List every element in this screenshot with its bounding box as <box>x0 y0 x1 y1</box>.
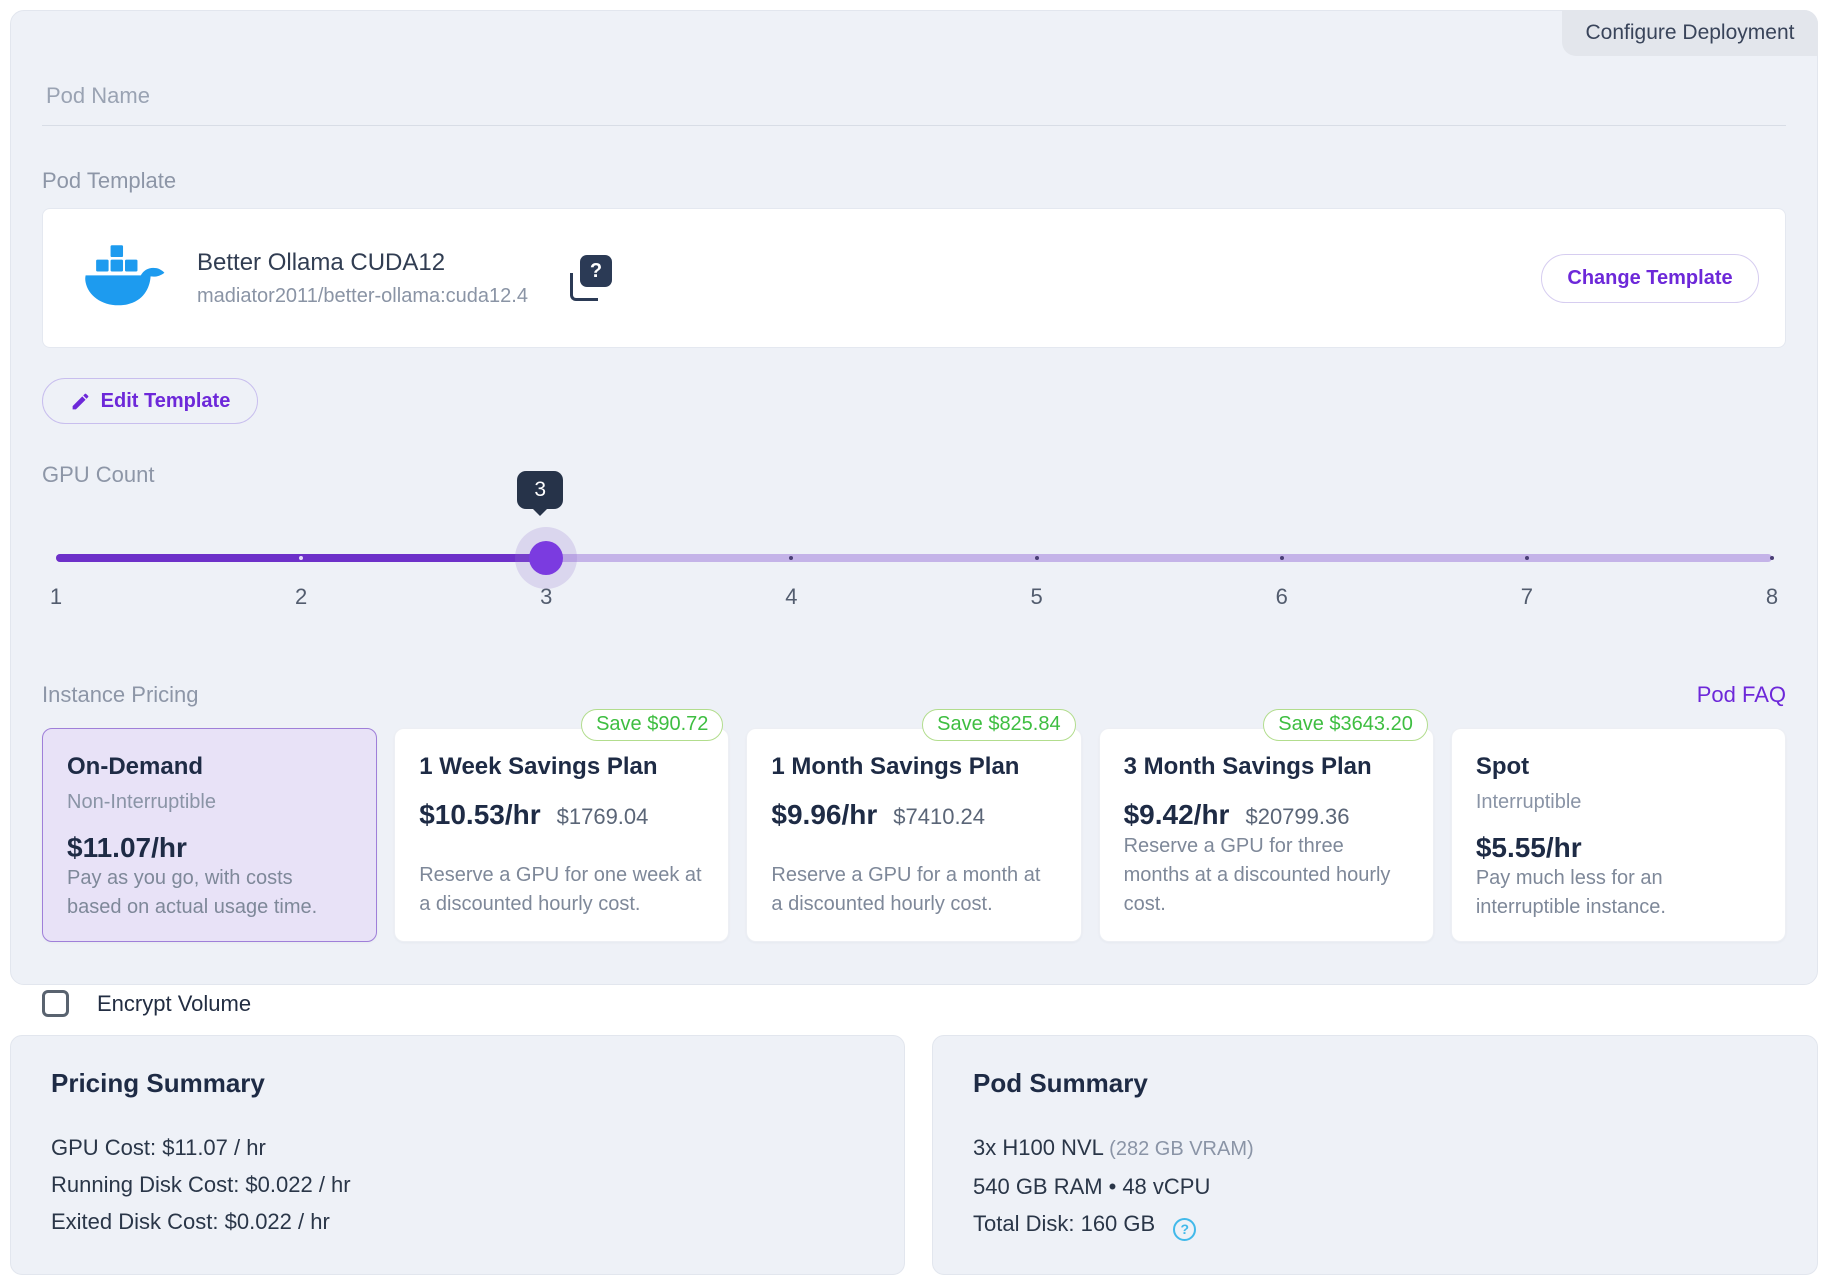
tick-label-3: 3 <box>540 584 553 609</box>
tick-label-7: 7 <box>1520 584 1533 609</box>
card-title: Spot <box>1475 753 1530 780</box>
dot-separator: • <box>1108 1174 1117 1199</box>
template-info: Better Ollama CUDA12 madiator2011/better… <box>197 249 528 308</box>
pod-faq-link[interactable]: Pod FAQ <box>1696 682 1786 707</box>
pod-template-card: Better Ollama CUDA12 madiator2011/better… <box>42 208 1786 348</box>
slider-tick-dot <box>1034 556 1039 560</box>
slider-tick-dot <box>789 556 794 560</box>
pricing-summary-card: Pricing Summary GPU Cost: $11.07 / hr Ru… <box>10 1035 905 1275</box>
tick-label-2: 2 <box>295 584 308 609</box>
card-title: 1 Week Savings Plan <box>419 753 658 780</box>
card-total-price: $7410.24 <box>893 804 986 829</box>
card-subtitle: Interruptible <box>1475 791 1582 813</box>
pencil-icon <box>72 393 89 409</box>
card-description: Pay as you go, with costs based on actua… <box>67 867 318 918</box>
save-badge: Save $825.84 <box>922 709 1076 741</box>
template-readme-icon[interactable]: ? <box>569 255 612 301</box>
card-description: Reserve a GPU for three months at a disc… <box>1123 835 1391 915</box>
gpu-spec: 3x H100 NVL <box>973 1135 1104 1160</box>
slider-value-tooltip: 3 <box>517 471 564 509</box>
exited-disk-cost-line: Exited Disk Cost: $0.022 / hr <box>51 1209 330 1234</box>
pricing-card-on-demand[interactable]: On-Demand Non-Interruptible $11.07/hr Pa… <box>42 728 378 942</box>
pricing-card-spot[interactable]: Spot Interruptible $5.55/hr Pay much les… <box>1450 728 1787 942</box>
readme-question-glyph: ? <box>579 255 612 287</box>
slider-tick-dot <box>299 556 304 560</box>
card-title: 3 Month Savings Plan <box>1123 753 1372 780</box>
template-image: madiator2011/better-ollama:cuda12.4 <box>197 284 528 307</box>
ram-spec: 540 GB RAM <box>973 1174 1103 1199</box>
ram-cpu-line: 540 GB RAM • 48 vCPU <box>973 1168 1777 1205</box>
gpu-count-label: GPU Count <box>42 462 155 487</box>
tick-label-8: 8 <box>1765 584 1779 609</box>
template-name: Better Ollama CUDA12 <box>197 248 446 276</box>
encrypt-volume-checkbox[interactable] <box>42 990 69 1017</box>
pricing-cards-row: On-Demand Non-Interruptible $11.07/hr Pa… <box>42 709 1787 942</box>
card-total-price: $1769.04 <box>556 804 649 829</box>
card-price: $10.53/hr <box>419 799 541 830</box>
gpu-vram: (282 GB VRAM) <box>1109 1138 1254 1160</box>
card-description: Pay much less for an interruptible insta… <box>1475 867 1666 918</box>
slider-tick-dot <box>1770 556 1774 560</box>
slider-tick-dot <box>1279 556 1284 560</box>
gpu-count-slider: 3 1 2 3 4 5 6 7 8 <box>42 471 1786 618</box>
running-disk-cost-line: Running Disk Cost: $0.022 / hr <box>51 1172 351 1197</box>
pricing-summary-title: Pricing Summary <box>51 1068 265 1098</box>
pod-name-input[interactable] <box>42 83 1786 126</box>
pricing-card-1-week[interactable]: Save $90.72 1 Week Savings Plan $10.53/h… <box>394 709 730 942</box>
card-subtitle: Non-Interruptible <box>67 791 216 813</box>
card-description: Reserve a GPU for a month at a discounte… <box>771 864 1041 915</box>
encrypt-volume-label: Encrypt Volume <box>97 990 252 1016</box>
pod-template-label: Pod Template <box>42 168 177 193</box>
disk-spec: Total Disk: 160 GB <box>973 1211 1156 1236</box>
readme-page-outline <box>569 273 598 301</box>
pod-summary-title: Pod Summary <box>973 1068 1148 1098</box>
pricing-card-3-month[interactable]: Save $3643.20 3 Month Savings Plan $9.42… <box>1098 709 1434 942</box>
tick-label-6: 6 <box>1275 584 1288 609</box>
configure-deployment-tab[interactable]: Configure Deployment <box>1562 10 1818 56</box>
tick-label-5: 5 <box>1030 584 1043 609</box>
cpu-spec: 48 vCPU <box>1122 1174 1211 1199</box>
disk-line: Total Disk: 160 GB ? <box>973 1205 1777 1242</box>
card-title: 1 Month Savings Plan <box>771 753 1020 780</box>
card-price: $9.96/hr <box>771 799 878 830</box>
save-badge: Save $3643.20 <box>1263 709 1428 741</box>
slider-tick-dot <box>1524 556 1529 560</box>
tick-label-4: 4 <box>785 584 798 609</box>
card-price: $11.07/hr <box>67 832 187 863</box>
tick-label-1: 1 <box>49 584 63 609</box>
configure-deployment-panel: Pod Template Better Ollama CUDA12 madiat… <box>10 10 1818 1017</box>
card-title: On-Demand <box>67 753 204 780</box>
pod-summary-card: Pod Summary 3x H100 NVL (282 GB VRAM) 54… <box>932 1035 1818 1275</box>
edit-template-button[interactable]: Edit Template <box>42 378 258 424</box>
gpu-spec-line: 3x H100 NVL (282 GB VRAM) <box>973 1129 1777 1168</box>
change-template-button[interactable]: Change Template <box>1541 253 1759 303</box>
slider-handle[interactable] <box>529 541 564 575</box>
card-description: Reserve a GPU for one week at a discount… <box>419 864 702 915</box>
docker-icon <box>85 245 165 306</box>
pricing-card-1-month[interactable]: Save $825.84 1 Month Savings Plan $9.96/… <box>746 709 1082 942</box>
card-total-price: $20799.36 <box>1245 804 1350 829</box>
slider-tick-labels: 1 2 3 4 5 6 7 8 <box>50 584 1778 614</box>
gpu-cost-line: GPU Cost: $11.07 / hr <box>51 1135 266 1160</box>
card-price: $9.42/hr <box>1123 799 1230 830</box>
instance-pricing-label: Instance Pricing <box>42 682 199 707</box>
slider-track[interactable] <box>56 541 1774 575</box>
disk-info-icon[interactable]: ? <box>1173 1218 1197 1241</box>
save-badge: Save $90.72 <box>581 709 724 741</box>
card-price: $5.55/hr <box>1475 832 1582 863</box>
edit-template-label: Edit Template <box>100 389 231 412</box>
